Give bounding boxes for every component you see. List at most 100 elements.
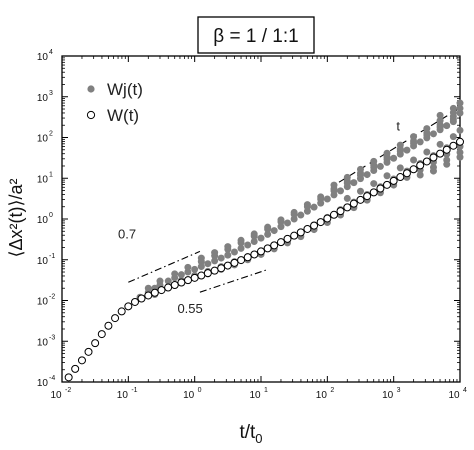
y-tick-exponent: 2 (49, 131, 53, 138)
w-point (402, 169, 411, 178)
wj-point (416, 138, 424, 146)
legend-marker-w (86, 110, 96, 120)
annotation-line-2 (199, 269, 267, 293)
x-tick-exponent: 4 (463, 387, 467, 394)
w-point (137, 294, 146, 303)
w-point (310, 221, 319, 230)
w-point (283, 234, 292, 243)
wj-point (456, 99, 464, 107)
wj-point (164, 277, 172, 285)
w-point (389, 176, 398, 185)
wj-point (456, 153, 464, 161)
w-point (323, 214, 332, 223)
w-point (111, 314, 120, 323)
w-point (164, 283, 173, 292)
wj-point (436, 117, 444, 125)
w-point (97, 330, 106, 339)
wj-point (156, 277, 164, 285)
w-point (369, 188, 378, 197)
legend: Wj(t) W(t) (86, 80, 143, 125)
wj-point (370, 157, 378, 165)
w-point (210, 266, 219, 275)
w-point (257, 247, 265, 256)
wj-point (250, 230, 258, 238)
w-point (237, 256, 246, 265)
wj-point (383, 149, 391, 157)
wj-point (250, 238, 258, 246)
wj-point (217, 254, 225, 262)
y-tick-label: 10 (37, 134, 49, 145)
wj-point (410, 156, 418, 164)
y-axis-label: ⟨Δx²(t)⟩/a² (6, 178, 26, 257)
w-point (157, 286, 166, 295)
w-point (356, 195, 365, 204)
wj-point (429, 167, 437, 175)
w-point (64, 373, 73, 382)
wj-point (230, 248, 238, 256)
wj-point (356, 165, 364, 173)
wj-point (310, 203, 318, 211)
w-point (329, 210, 338, 219)
wj-point (297, 211, 305, 219)
x-tick-exponent: 0 (198, 387, 202, 394)
wj-point (277, 216, 285, 224)
x-tick-exponent: -2 (65, 387, 71, 394)
wj-point (244, 241, 252, 249)
w-point (263, 244, 272, 253)
w-point (104, 321, 113, 330)
wj-point (204, 260, 212, 268)
y-tick-label: 10 (37, 297, 49, 308)
wj-point (423, 125, 431, 133)
w-point (197, 271, 206, 280)
w-point (91, 339, 100, 348)
annotation-line-1 (128, 250, 201, 283)
wj-point (403, 146, 411, 154)
wj-point (191, 265, 199, 273)
wj-point (264, 223, 272, 231)
y-tick-exponent: -1 (49, 253, 55, 260)
w-point (243, 253, 252, 262)
wj-point (396, 141, 404, 149)
x-tick-label: 10 (50, 390, 62, 401)
wj-point (350, 179, 358, 187)
axis-ticks: 10 -2 10 -1 10 0 10 1 10 2 10 3 10 410 -410 -310 -210 -11… (37, 49, 467, 401)
w-point (376, 184, 385, 193)
w-point (117, 307, 126, 316)
y-tick-exponent: -4 (49, 375, 55, 382)
wj-point (423, 148, 431, 156)
y-tick-label: 10 (37, 93, 49, 104)
w-point (223, 261, 232, 270)
w-point (349, 199, 358, 208)
wj-point (211, 249, 219, 257)
y-tick-label: 10 (37, 378, 49, 389)
w-point (71, 364, 80, 373)
chart-title: β = 1 / 1:1 (213, 26, 298, 47)
wj-point (184, 263, 192, 271)
wj-point (363, 171, 371, 179)
wj-point (197, 254, 205, 262)
w-point (84, 347, 93, 356)
w-point (184, 276, 193, 285)
wj-point (257, 234, 265, 242)
y-tick-exponent: 1 (49, 171, 53, 178)
legend-label-w: W(t) (107, 106, 139, 125)
wj-point (449, 133, 457, 141)
x-tick-label: 10 (316, 390, 328, 401)
y-tick-label: 10 (37, 52, 49, 63)
y-tick-label: 10 (37, 174, 49, 185)
w-point (429, 153, 438, 162)
x-axis-label-sub: 0 (255, 431, 262, 446)
wj-point (410, 133, 418, 141)
wj-point (330, 181, 338, 189)
y-tick-exponent: 4 (49, 49, 53, 56)
wj-point (323, 195, 331, 203)
wj-point (337, 187, 345, 195)
w-point (449, 141, 458, 150)
wj-point (356, 187, 364, 195)
w-point (422, 157, 431, 166)
plot-frame (61, 55, 461, 383)
w-point (130, 297, 139, 306)
wj-point (449, 104, 457, 112)
wj-point (443, 122, 451, 130)
